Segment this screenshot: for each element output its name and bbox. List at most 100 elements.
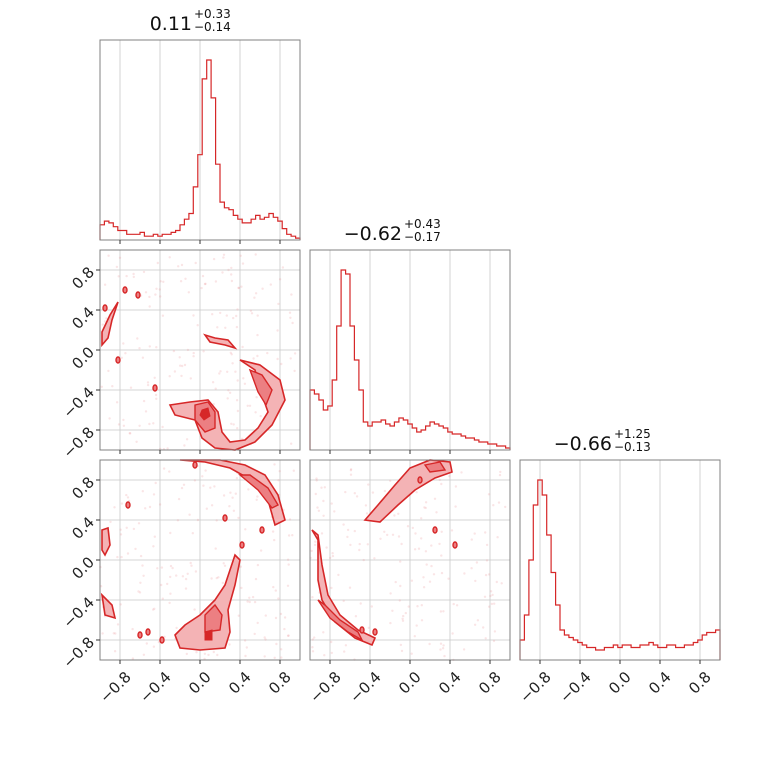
scatter-point [237, 286, 240, 289]
scatter-point [404, 611, 407, 615]
scatter-point [176, 519, 180, 522]
scatter-point [180, 486, 184, 490]
scatter-point [389, 479, 392, 482]
y-tick-label: −0.4 [60, 593, 98, 631]
scatter-point [188, 513, 191, 516]
scatter-point [237, 516, 240, 520]
scatter-point [159, 447, 162, 451]
scatter-point [433, 497, 437, 500]
scatter-point [142, 399, 146, 403]
scatter-point [105, 317, 108, 320]
scatter-point [264, 614, 267, 617]
scatter-point [438, 478, 441, 482]
contour-islet [145, 628, 151, 636]
contour-islet [135, 291, 141, 299]
scatter-point [183, 444, 186, 447]
contour-islet [359, 626, 365, 634]
scatter-point [246, 600, 249, 603]
scatter-point [281, 266, 285, 269]
scatter-point [195, 651, 198, 654]
scatter-point [416, 605, 419, 608]
scatter-point [212, 650, 215, 654]
scatter-point [230, 353, 233, 356]
scatter-point [169, 592, 172, 595]
scatter-point [179, 280, 183, 283]
scatter-point [184, 577, 188, 581]
scatter-point [254, 253, 257, 256]
x-tick-label: −0.8 [96, 668, 134, 706]
scatter-point [438, 542, 441, 546]
scatter-point [148, 295, 151, 299]
scatter-point [122, 342, 125, 345]
scatter-point [125, 274, 128, 278]
scatter-point [181, 364, 184, 368]
scatter-point [247, 488, 250, 491]
scatter-point [435, 511, 438, 514]
scatter-point [113, 506, 116, 509]
scatter-point [293, 352, 297, 355]
scatter-point [237, 614, 240, 617]
contour-islet [115, 356, 121, 364]
scatter-point [386, 533, 389, 537]
contour-islet [259, 526, 265, 534]
scatter-point [107, 254, 110, 257]
scatter-point [420, 537, 423, 540]
scatter-point [367, 626, 370, 629]
scatter-point [103, 283, 107, 286]
x-tick-label: 0.8 [265, 668, 295, 698]
scatter-point [113, 650, 117, 653]
scatter-point [489, 590, 493, 593]
scatter-point [315, 477, 318, 480]
scatter-point [221, 271, 224, 274]
contour-outer-level [101, 301, 119, 348]
scatter-point [125, 493, 128, 497]
scatter-point [355, 495, 359, 498]
scatter-point [210, 504, 214, 507]
scatter-point [492, 504, 495, 507]
scatter-point [185, 652, 188, 656]
scatter-point [256, 621, 259, 625]
scatter-point [415, 491, 418, 494]
histogram-step-line [99, 59, 301, 240]
y-tick-label: 0.8 [68, 473, 98, 503]
scatter-point [122, 418, 125, 422]
contour-inner-level [238, 474, 279, 509]
scatter-point [483, 595, 487, 598]
scatter-point [489, 594, 492, 598]
scatter-point [353, 492, 356, 495]
scatter-point [228, 391, 232, 394]
scatter-point [314, 540, 317, 543]
scatter-point [196, 324, 199, 327]
scatter-point [209, 486, 212, 489]
contour-islet [432, 526, 438, 534]
scatter-point [225, 314, 228, 317]
scatter-point [215, 576, 218, 580]
scatter-point [460, 471, 463, 474]
scatter-point [455, 604, 459, 607]
scatter-point [330, 651, 333, 655]
scatter-point [241, 262, 245, 265]
scatter-point [286, 634, 290, 637]
scatter-point [330, 502, 333, 505]
scatter-point [474, 579, 477, 583]
density-panel-x1-x2 [309, 459, 511, 662]
scatter-point [440, 554, 443, 557]
scatter-point [236, 427, 239, 430]
contour-core-level [199, 407, 211, 421]
y-tick-label: 0.4 [68, 513, 98, 543]
scatter-point [141, 356, 145, 359]
contour-islet [125, 501, 131, 509]
scatter-point [152, 645, 156, 648]
scatter-point [277, 479, 280, 482]
scatter-point [254, 577, 258, 581]
scatter-point [440, 482, 443, 486]
scatter-point [452, 602, 455, 606]
scatter-point [371, 491, 375, 494]
scatter-point [166, 582, 169, 586]
scatter-point [244, 528, 247, 531]
scatter-point [166, 447, 169, 450]
scatter-point [290, 293, 293, 296]
scatter-point [175, 574, 178, 577]
x-tick-label: −0.8 [516, 668, 554, 706]
histogram-step-line [519, 479, 721, 660]
